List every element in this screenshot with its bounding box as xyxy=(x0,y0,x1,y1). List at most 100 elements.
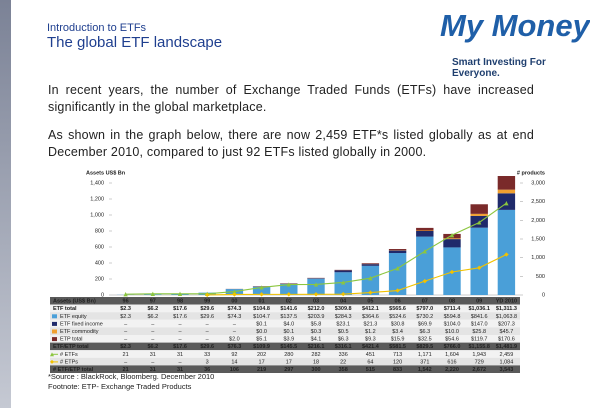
table-cell: – xyxy=(206,321,210,327)
table-cell: 21 xyxy=(123,352,129,358)
table-cell: 1,604 xyxy=(445,352,459,358)
table-cell: 2,672 xyxy=(472,367,486,373)
table-cell: $145.5 xyxy=(280,344,297,350)
row-label: # ETPs xyxy=(60,359,78,365)
table-cell: 3 xyxy=(206,359,209,365)
bar-segment xyxy=(470,227,488,295)
y-axis-label: Assets US$ Bn xyxy=(86,170,126,176)
table-cell: $29.6 xyxy=(200,344,214,350)
table-cell: $412.1 xyxy=(362,306,379,312)
table-cell: – xyxy=(206,337,210,343)
table-cell: 451 xyxy=(366,352,375,358)
table-cell: $1,481.9 xyxy=(496,344,517,350)
table-cell: $309.8 xyxy=(335,306,352,312)
table-cell: 22 xyxy=(340,359,346,365)
table-cell: 31 xyxy=(177,367,183,373)
row-label: # ETFs xyxy=(60,352,78,358)
table-cell: 729 xyxy=(475,359,484,365)
table-cell: 00 xyxy=(231,299,237,305)
table-cell: 297 xyxy=(284,367,293,373)
table-cell: $2.3 xyxy=(120,344,131,350)
table-row xyxy=(50,327,520,335)
bar-segment xyxy=(388,250,407,254)
table-cell: 31 xyxy=(150,367,156,373)
table-cell: 31 xyxy=(150,352,156,358)
table-cell: – xyxy=(124,321,128,327)
table-cell: $17.6 xyxy=(173,344,187,350)
bar-segment xyxy=(416,236,434,295)
y-tick-label: 600 xyxy=(95,244,104,250)
table-cell: – xyxy=(151,329,155,335)
bar-segment xyxy=(416,230,434,231)
table-cell: – xyxy=(124,359,128,365)
legend-swatch xyxy=(52,314,57,319)
table-cell: 106 xyxy=(230,367,239,373)
table-cell: 300 xyxy=(311,367,320,373)
table-cell: $2.3 xyxy=(120,306,131,312)
table-cell: 282 xyxy=(311,352,320,358)
paragraph: In recent years, the number of Exchange … xyxy=(48,83,534,114)
table-cell: $6.2 xyxy=(147,314,158,320)
table-cell: 1,943 xyxy=(472,352,486,358)
bar-segment xyxy=(388,249,407,251)
table-cell: 09 xyxy=(476,299,482,305)
table-cell: 07 xyxy=(422,299,428,305)
table-cell: – xyxy=(151,359,155,365)
table-cell: 1,171 xyxy=(418,352,432,358)
row-label: ETF commodity xyxy=(60,329,99,335)
row-label: # ETF/ETP total xyxy=(53,367,94,373)
table-cell: $0.5 xyxy=(338,329,349,335)
y-tick-label: 0 xyxy=(101,292,104,298)
table-cell: 33 xyxy=(204,352,210,358)
table-cell: – xyxy=(233,321,237,327)
logo: My Money xyxy=(440,8,590,43)
table-cell: 31 xyxy=(177,352,183,358)
table-cell: $9.3 xyxy=(365,337,376,343)
legend-swatch xyxy=(52,321,57,326)
table-cell: 99 xyxy=(204,299,210,305)
table-cell: 02 xyxy=(286,299,292,305)
table-cell: $0.1 xyxy=(256,321,267,327)
table-cell: – xyxy=(151,337,155,343)
table-cell: $730.2 xyxy=(416,314,433,320)
table-cell: $10.0 xyxy=(445,329,459,335)
table-cell: – xyxy=(178,329,182,335)
table-cell: $829.5 xyxy=(416,344,433,350)
bar-segment xyxy=(497,209,516,295)
y2-tick-label: 1,000 xyxy=(531,255,545,261)
bar-segment xyxy=(334,272,352,295)
table-cell: $1,155.8 xyxy=(468,344,489,350)
bar-segment xyxy=(334,270,352,273)
table-cell: – xyxy=(178,337,182,343)
y-tick-label: 1,000 xyxy=(90,212,104,218)
table-cell: $104.8 xyxy=(253,306,270,312)
table-row xyxy=(50,350,520,358)
line-series xyxy=(205,252,509,298)
bar-segment xyxy=(470,204,488,214)
side-strip xyxy=(0,0,11,408)
table-cell: $119.7 xyxy=(471,337,487,343)
table-cell: $32.5 xyxy=(418,337,432,343)
bar-segment xyxy=(416,227,434,231)
table-cell: $594.8 xyxy=(444,314,461,320)
table-row xyxy=(50,297,520,305)
table-cell: $74.3 xyxy=(228,306,242,312)
row-label: ETP total xyxy=(60,337,83,343)
table-cell: $76.3 xyxy=(228,344,242,350)
table-cell: $207.3 xyxy=(498,321,515,327)
table-cell: $147.0 xyxy=(471,321,488,327)
y2-tick-label: 2,500 xyxy=(531,199,545,205)
bar-segment xyxy=(497,176,516,190)
legend-swatch xyxy=(52,329,57,334)
table-cell: $104.7 xyxy=(253,314,270,320)
kicker: Introduction to ETFs xyxy=(47,22,147,34)
table-cell: 18 xyxy=(313,359,319,365)
row-label: ETF equity xyxy=(60,314,87,320)
table-cell: 14 xyxy=(231,359,237,365)
y-tick-label: 200 xyxy=(95,276,104,282)
table-cell: 17 xyxy=(259,359,265,365)
table-cell: – xyxy=(178,321,182,327)
table-cell: $137.5 xyxy=(280,314,297,320)
